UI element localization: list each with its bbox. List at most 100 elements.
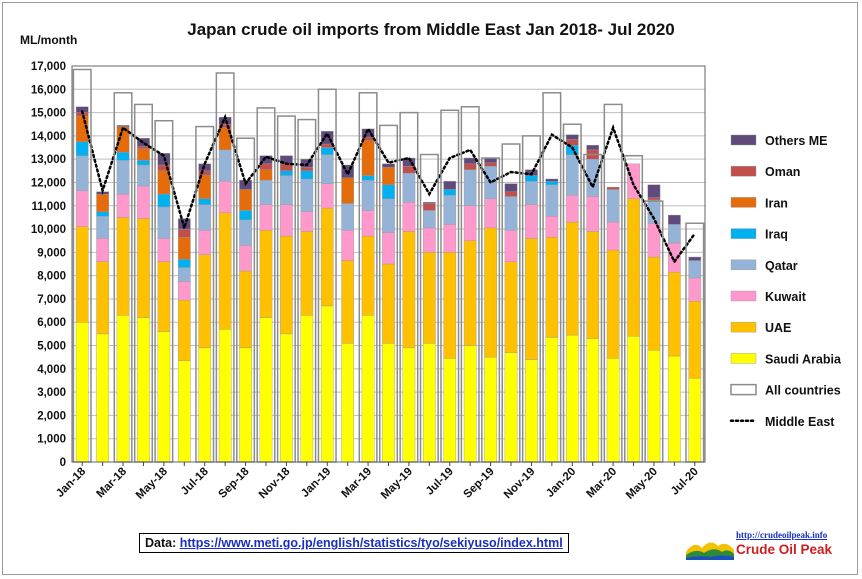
bar-qatar xyxy=(280,175,293,205)
bar-saudi-arabia xyxy=(341,343,354,463)
y-tick-labels: 0 1,000 2,000 3,000 4,000 5,000 6,000 7,000 8,00… xyxy=(31,61,66,469)
bar-kuwait xyxy=(586,196,600,232)
legend-label-qatar: Qatar xyxy=(765,259,798,273)
data-source-prefix: Data: xyxy=(145,536,180,550)
bar-saudi-arabia xyxy=(218,329,232,463)
bar-saudi-arabia xyxy=(565,334,579,463)
bar-saudi-arabia xyxy=(443,358,457,463)
bar-saudi-arabia xyxy=(525,359,538,463)
logo-url[interactable]: http://crudeoilpeak.info xyxy=(736,530,828,540)
x-tick-label: Mar-18 xyxy=(94,465,129,500)
y-tick-label: 17,000 xyxy=(31,61,66,73)
x-tick-label: Nov-19 xyxy=(502,466,538,502)
x-tick-label: Sep-18 xyxy=(217,465,253,501)
bar-uae xyxy=(443,252,457,359)
bar-oman xyxy=(647,197,661,201)
middle-east-line xyxy=(80,110,697,265)
legend-swatch-kuwait xyxy=(730,290,757,302)
bar-uae xyxy=(688,301,702,379)
bar-others-me xyxy=(668,214,681,225)
bar-uae xyxy=(463,240,477,346)
bar-oman xyxy=(606,186,620,190)
bar-saudi-arabia xyxy=(137,317,150,463)
legend-label-uae: UAE xyxy=(765,321,791,335)
bar-saudi-arabia xyxy=(320,305,334,463)
bar-qatar xyxy=(320,154,334,184)
legend-swatch-others-me xyxy=(730,134,757,146)
bar-saudi-arabia xyxy=(280,333,293,463)
logo-name: Crude Oil Peak xyxy=(736,542,833,557)
legend-swatch-uae xyxy=(730,322,757,333)
bar-saudi-arabia xyxy=(75,322,89,463)
bar-iraq xyxy=(177,259,191,268)
bar-uae xyxy=(361,235,375,316)
bar-uae xyxy=(382,263,395,344)
bar-oman xyxy=(463,163,477,170)
bar-kuwait xyxy=(443,224,457,253)
bar-iraq xyxy=(545,181,559,185)
bar-qatar xyxy=(545,184,559,217)
bar-iraq xyxy=(239,210,252,220)
legend-label-iran: Iran xyxy=(765,196,788,210)
bar-uae xyxy=(545,237,559,338)
bar-kuwait xyxy=(688,277,702,302)
bar-qatar xyxy=(382,198,395,233)
data-source-link[interactable]: https://www.meti.go.jp/english/statistic… xyxy=(179,536,563,550)
y-tick-label: 11,000 xyxy=(31,201,66,213)
bar-uae xyxy=(525,238,538,360)
bar-kuwait xyxy=(218,181,232,213)
bar-others-me xyxy=(647,184,661,198)
bar-kuwait xyxy=(116,193,130,218)
bar-qatar xyxy=(239,219,252,246)
bar-iraq xyxy=(382,184,395,199)
bar-uae xyxy=(668,271,681,357)
bar-kuwait xyxy=(423,227,436,253)
bar-kuwait xyxy=(545,216,559,238)
bar-iraq xyxy=(361,175,375,181)
legend-swatch-iraq xyxy=(730,228,757,239)
bar-uae xyxy=(116,217,130,316)
bar-oman xyxy=(137,146,150,149)
bar-iraq xyxy=(198,198,212,205)
logo-icon xyxy=(686,542,734,560)
bar-qatar xyxy=(116,160,130,195)
legend-label-others-me: Others ME xyxy=(765,134,828,148)
axes xyxy=(71,65,706,466)
bar-iran xyxy=(259,169,273,181)
bar-kuwait xyxy=(75,190,89,227)
bar-kuwait xyxy=(525,204,538,239)
bar-uae xyxy=(423,252,436,344)
bar-kuwait xyxy=(96,238,109,262)
x-tick-label: Sep-19 xyxy=(462,466,497,501)
bar-others-me xyxy=(116,125,130,127)
bar-kuwait xyxy=(606,221,620,251)
bar-qatar xyxy=(96,216,109,239)
bar-iraq xyxy=(443,189,457,196)
bar-saudi-arabia xyxy=(504,352,518,463)
bar-kuwait xyxy=(259,204,273,231)
legend-label-iraq: Iraq xyxy=(765,228,788,242)
bar-kuwait xyxy=(627,163,640,199)
chart-title: Japan crude oil imports from Middle East… xyxy=(187,20,675,39)
bar-uae xyxy=(586,231,600,339)
all-countries-outlines xyxy=(72,68,705,463)
bar-oman xyxy=(423,203,436,211)
x-tick-label: Jul-18 xyxy=(179,465,211,497)
bar-uae xyxy=(137,218,150,318)
bar-iran xyxy=(239,189,252,211)
bar-qatar xyxy=(504,196,518,231)
bar-kuwait xyxy=(280,204,293,237)
bar-qatar xyxy=(361,179,375,211)
crude-oil-peak-logo[interactable]: http://crudeoilpeak.info Crude Oil Peak xyxy=(686,530,856,562)
legend-label-oman: Oman xyxy=(765,165,800,179)
bar-qatar xyxy=(525,181,538,205)
x-tick-label: Nov-18 xyxy=(257,465,293,501)
bar-qatar xyxy=(157,206,171,239)
bar-qatar xyxy=(565,154,579,196)
bar-qatar xyxy=(402,172,416,203)
legend: Others ME Oman Iran Iraq Qatar Kuwait UAE Saudi… xyxy=(729,134,842,429)
bar-uae xyxy=(218,212,232,330)
bar-uae xyxy=(75,226,89,323)
